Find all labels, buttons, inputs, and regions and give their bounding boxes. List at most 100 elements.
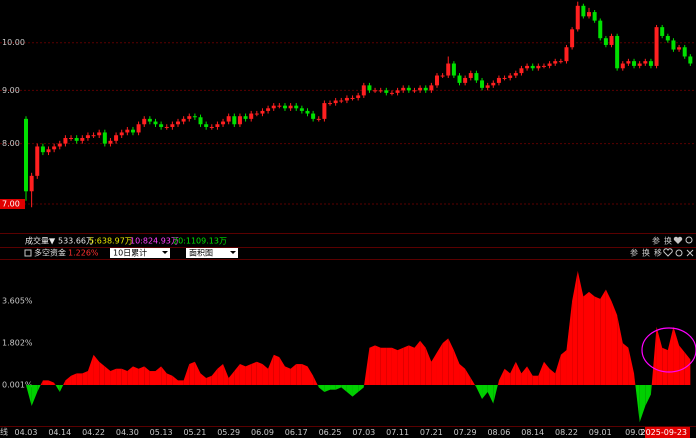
area-segment xyxy=(223,364,229,386)
candle-body xyxy=(468,73,473,78)
candle-body xyxy=(311,113,316,119)
close-icon[interactable] xyxy=(686,249,694,257)
select-box[interactable] xyxy=(110,248,170,258)
select-text[interactable]: 10日累计 xyxy=(113,248,147,258)
x-tick-label: 04.03 xyxy=(15,428,38,437)
candle-body xyxy=(333,100,338,104)
candle-body xyxy=(176,121,181,125)
candle-body xyxy=(63,138,68,144)
area-segment xyxy=(42,380,49,386)
candle-body xyxy=(271,105,276,109)
candle-body xyxy=(192,116,197,118)
candle-body xyxy=(91,135,96,137)
area-segment xyxy=(161,366,167,386)
zoom-icon[interactable] xyxy=(685,236,693,244)
area-segment xyxy=(317,385,319,388)
candle-body xyxy=(677,47,682,50)
tool-button[interactable]: 换 xyxy=(664,236,672,246)
area-segment xyxy=(110,368,117,386)
area-segment xyxy=(617,315,623,386)
area-segment xyxy=(465,368,471,386)
area-segment xyxy=(549,368,556,386)
area-segment xyxy=(251,361,257,386)
area-segment xyxy=(560,350,567,386)
tool-button[interactable]: 参 xyxy=(630,248,638,258)
candle-body xyxy=(575,5,580,30)
candle-body xyxy=(541,65,546,67)
area-segment xyxy=(65,375,72,386)
candle-body xyxy=(496,77,501,83)
candle-body xyxy=(204,124,209,127)
area-segment xyxy=(521,366,528,386)
area-segment xyxy=(605,289,612,386)
candle-body xyxy=(626,61,631,64)
area-segment xyxy=(442,338,449,386)
candle-body xyxy=(80,138,85,141)
select-text[interactable]: 面积图 xyxy=(189,248,213,258)
area-segment xyxy=(543,361,550,386)
volume-value: 533.66万 xyxy=(58,237,94,246)
candle-body xyxy=(367,85,372,91)
area-segment xyxy=(144,366,150,386)
tool-button[interactable]: 换 xyxy=(642,248,650,258)
x-tick-label: 06.17 xyxy=(285,428,308,437)
settings-icon[interactable] xyxy=(675,249,683,257)
area-segment xyxy=(425,347,432,386)
candle-body xyxy=(215,124,220,127)
area-segment xyxy=(37,385,41,393)
area-segment xyxy=(307,366,314,386)
candle-body xyxy=(277,105,282,107)
candle-body xyxy=(389,92,394,94)
favorite-icon[interactable] xyxy=(673,236,683,244)
candle-body xyxy=(418,87,423,91)
candle-body xyxy=(361,85,366,96)
area-segment xyxy=(82,371,88,386)
candle-body xyxy=(451,63,456,76)
area-segment xyxy=(474,385,477,388)
area-segment xyxy=(645,385,651,406)
area-segment xyxy=(391,347,398,386)
area-segment xyxy=(634,373,636,386)
area-segment xyxy=(296,364,302,386)
x-tick-label: 08.14 xyxy=(521,428,544,437)
x-tick-label: 07.11 xyxy=(386,428,409,437)
area-segment xyxy=(189,361,195,386)
y-tick-label: 1.802% xyxy=(2,339,33,348)
select-box[interactable] xyxy=(186,248,238,258)
candle-body xyxy=(530,65,535,69)
area-segment xyxy=(172,375,179,386)
area-segment xyxy=(59,385,64,393)
candle-body xyxy=(384,90,389,93)
candle-body xyxy=(671,40,676,50)
candle-body xyxy=(142,118,147,125)
candle-body xyxy=(463,77,468,83)
tool-button[interactable]: 移 xyxy=(654,248,662,258)
area-segment xyxy=(132,366,139,386)
candle-body xyxy=(598,20,603,39)
candle-body xyxy=(665,35,670,41)
area-segment xyxy=(200,373,207,386)
volume-label[interactable]: 成交量▼ xyxy=(25,236,56,246)
favorite-icon[interactable] xyxy=(663,248,673,257)
candle-body xyxy=(170,124,175,127)
area-segment xyxy=(397,347,404,386)
area-segment xyxy=(589,291,595,386)
tool-button[interactable]: 参 xyxy=(652,236,660,246)
area-segment xyxy=(453,350,460,386)
area-segment xyxy=(104,366,111,386)
candle-body xyxy=(570,29,575,48)
area-segment xyxy=(178,380,184,386)
candle-body xyxy=(153,121,158,125)
area-segment xyxy=(628,347,635,386)
volume-ma: 20:1109.13万 xyxy=(173,237,227,246)
area-segment xyxy=(324,385,331,393)
area-segment xyxy=(611,301,618,386)
area-segment xyxy=(498,368,505,386)
area-segment xyxy=(600,289,606,386)
volume-ma: 10:824.93万 xyxy=(130,237,179,246)
candle-body xyxy=(114,135,119,141)
indicator-label: 多空资金 xyxy=(34,248,66,258)
area-segment xyxy=(364,347,370,386)
panel-icon[interactable] xyxy=(24,249,32,257)
